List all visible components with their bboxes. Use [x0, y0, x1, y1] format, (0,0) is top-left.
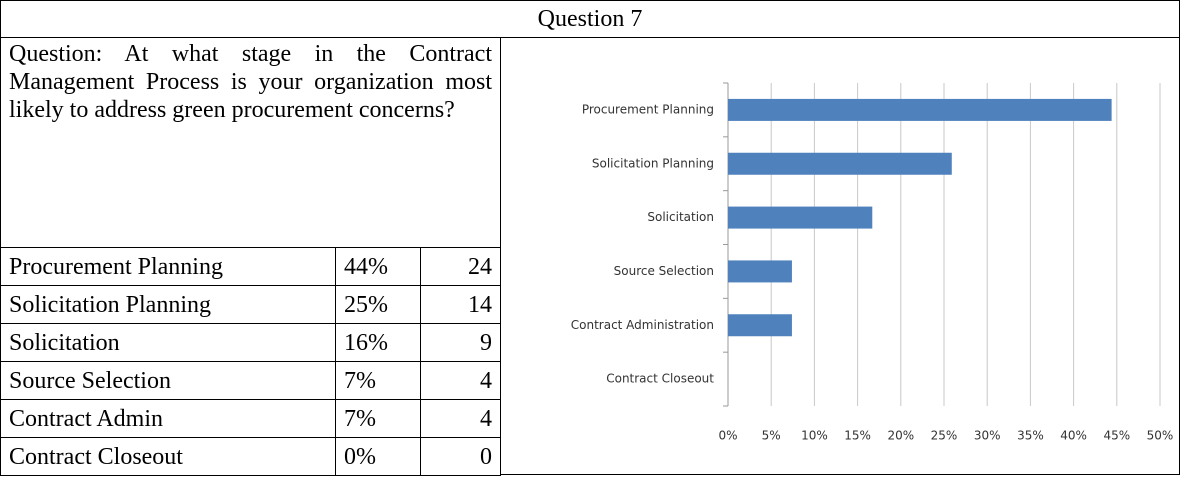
table-cell: 4 [420, 361, 501, 400]
x-tick-label: 40% [1060, 429, 1087, 443]
y-tick-label: Contract Closeout [606, 372, 714, 386]
x-tick-label: 0% [718, 429, 737, 443]
bar [728, 98, 1112, 121]
y-tick-label: Solicitation Planning [592, 156, 714, 170]
table-cell: Source Selection [0, 361, 336, 400]
bar [728, 152, 952, 175]
y-tick-label: Procurement Planning [582, 102, 714, 116]
y-tick-label: Contract Administration [571, 318, 714, 332]
x-tick-label: 25% [931, 429, 958, 443]
y-tick-label: Solicitation [647, 210, 714, 224]
x-tick-label: 50% [1147, 429, 1174, 443]
x-tick-label: 15% [844, 429, 871, 443]
bar [728, 206, 873, 229]
chart: 0% 5% 10% 15% 20% 25% 30% 35% 40% 45% 50% Procureme… [571, 82, 1174, 443]
bar [728, 314, 792, 337]
chart-cell: 0% 5% 10% 15% 20% 25% 30% 35% 40% 45% 50% Procureme… [500, 37, 1180, 475]
x-tick-label: 45% [1103, 429, 1130, 443]
table-cell: 0 [420, 437, 501, 476]
table-cell: 24 [420, 247, 501, 286]
title: Question 7 [0, 0, 1180, 38]
bar [728, 260, 792, 283]
table-cell: Procurement Planning [0, 247, 336, 286]
table-cell: 25% [335, 285, 421, 324]
table-cell: Contract Admin [0, 399, 336, 438]
table-cell: 9 [420, 323, 501, 362]
table-cell: 14 [420, 285, 501, 324]
table-cell: 0% [335, 437, 421, 476]
table-cell: Contract Closeout [0, 437, 336, 476]
y-tick-label: Source Selection [614, 264, 714, 278]
table-cell: 7% [335, 399, 421, 438]
x-tick-label: 5% [762, 429, 781, 443]
table-cell: 44% [335, 247, 421, 286]
x-tick-label: 30% [974, 429, 1001, 443]
table-cell: 7% [335, 361, 421, 400]
x-tick-label: 20% [887, 429, 914, 443]
table-cell: Solicitation Planning [0, 285, 336, 324]
question: Question: At what stage in the Contract … [0, 37, 501, 248]
x-tick-label: 35% [1017, 429, 1044, 443]
table-cell: 4 [420, 399, 501, 438]
table-cell: Solicitation [0, 323, 336, 362]
table-cell: 16% [335, 323, 421, 362]
x-tick-label: 10% [801, 429, 828, 443]
